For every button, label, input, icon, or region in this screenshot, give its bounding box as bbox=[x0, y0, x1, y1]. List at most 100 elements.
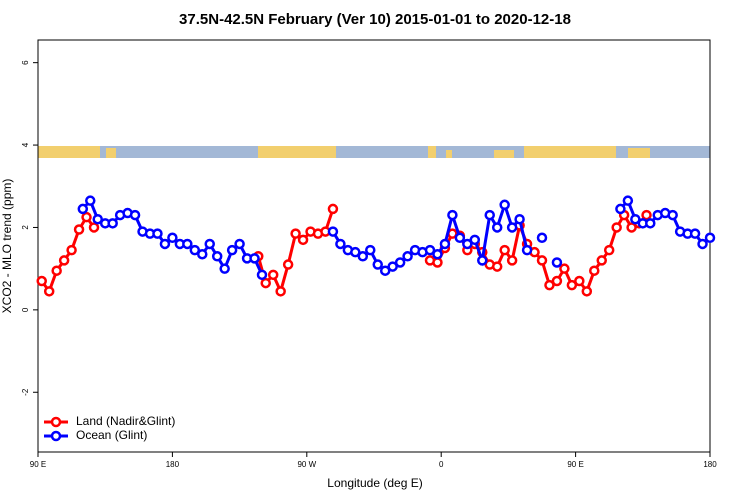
y-tick-label: 6 bbox=[21, 60, 30, 65]
x-tick-label: 90 E bbox=[30, 460, 46, 469]
data-point bbox=[581, 286, 593, 297]
data-point bbox=[58, 255, 70, 266]
data-point bbox=[447, 209, 458, 221]
x-tick-label: 0 bbox=[439, 460, 444, 469]
y-tick-label: 0 bbox=[21, 307, 30, 312]
legend-marker bbox=[50, 430, 62, 442]
data-point bbox=[402, 251, 413, 262]
data-point bbox=[491, 222, 503, 233]
data-point bbox=[197, 248, 208, 260]
data-point bbox=[256, 269, 268, 281]
data-point bbox=[335, 238, 346, 250]
data-point bbox=[81, 211, 92, 223]
legend-marker bbox=[50, 416, 62, 428]
data-point bbox=[667, 209, 678, 221]
data-point bbox=[626, 222, 637, 233]
data-point bbox=[182, 238, 193, 250]
data-point bbox=[439, 238, 451, 250]
data-point bbox=[521, 244, 533, 256]
chart-title: 37.5N-42.5N February (Ver 10) 2015-01-01… bbox=[179, 11, 571, 28]
data-point bbox=[596, 255, 607, 266]
data-point bbox=[477, 255, 488, 266]
data-point bbox=[357, 251, 369, 262]
data-point bbox=[249, 253, 260, 264]
data-point bbox=[107, 218, 118, 229]
data-point bbox=[615, 203, 626, 215]
data-point bbox=[66, 244, 77, 256]
data-point bbox=[603, 244, 615, 256]
data-point bbox=[327, 226, 339, 237]
data-point bbox=[51, 265, 62, 276]
x-tick-label: 90 W bbox=[297, 460, 316, 469]
data-point bbox=[297, 234, 309, 246]
x-tick-label: 90 E bbox=[567, 460, 583, 469]
data-point bbox=[566, 279, 578, 291]
y-axis-label: XCO2 - MLO trend (ppm) bbox=[0, 179, 14, 314]
data-point bbox=[275, 286, 286, 297]
data-point bbox=[424, 244, 436, 256]
data-point bbox=[219, 263, 230, 274]
data-point bbox=[462, 238, 473, 250]
data-point bbox=[469, 234, 481, 246]
data-point bbox=[491, 261, 503, 272]
legend-label: Land (Nadir&Glint) bbox=[76, 414, 175, 428]
data-point bbox=[36, 275, 47, 287]
data-point bbox=[92, 213, 103, 225]
y-tick-label: 2 bbox=[21, 225, 30, 230]
data-point bbox=[454, 232, 466, 244]
data-point bbox=[697, 238, 708, 250]
data-point bbox=[484, 209, 495, 221]
data-point bbox=[689, 228, 701, 239]
data-point bbox=[536, 255, 548, 266]
data-point bbox=[506, 255, 518, 266]
data-point bbox=[704, 232, 716, 244]
y-tick-label: -2 bbox=[21, 388, 30, 396]
data-point bbox=[432, 248, 443, 260]
data-point bbox=[77, 203, 89, 215]
data-point bbox=[73, 224, 85, 235]
data-point bbox=[290, 228, 301, 239]
data-point bbox=[499, 244, 510, 256]
data-point bbox=[365, 244, 376, 256]
data-point bbox=[551, 275, 563, 287]
data-point bbox=[211, 251, 223, 262]
data-point bbox=[372, 259, 383, 270]
data-point bbox=[267, 269, 279, 281]
x-tick-label: 180 bbox=[703, 460, 717, 469]
data-point bbox=[189, 244, 201, 256]
data-point bbox=[234, 238, 245, 250]
data-point bbox=[645, 218, 656, 229]
legend-label: Ocean (Glint) bbox=[76, 428, 147, 442]
data-point bbox=[536, 232, 548, 244]
legend: Land (Nadir&Glint)Ocean (Glint) bbox=[44, 414, 175, 442]
data-point bbox=[574, 275, 585, 287]
data-point bbox=[350, 246, 361, 258]
data-point bbox=[159, 238, 171, 250]
data-point bbox=[204, 238, 215, 250]
map-strip bbox=[38, 146, 710, 158]
data-point bbox=[379, 265, 391, 276]
data-point bbox=[394, 257, 406, 268]
data-point bbox=[85, 195, 96, 206]
x-axis-label: Longitude (deg E) bbox=[327, 476, 422, 490]
data-point bbox=[260, 277, 271, 289]
y-tick-label: 4 bbox=[21, 142, 30, 147]
data-point bbox=[641, 209, 652, 221]
data-point bbox=[514, 213, 525, 225]
data-point bbox=[167, 232, 178, 244]
data-point bbox=[630, 213, 641, 225]
data-point bbox=[611, 222, 622, 233]
data-point bbox=[551, 257, 563, 268]
plot-frame bbox=[37, 39, 711, 453]
data-point bbox=[432, 257, 443, 268]
data-point bbox=[506, 222, 518, 233]
x-tick-label: 180 bbox=[166, 460, 180, 469]
data-point bbox=[559, 263, 570, 274]
data-point bbox=[387, 261, 398, 272]
data-point bbox=[152, 228, 163, 239]
data-point bbox=[129, 209, 141, 221]
data-point bbox=[589, 265, 600, 276]
data-point bbox=[282, 259, 294, 270]
data-point bbox=[226, 244, 238, 256]
